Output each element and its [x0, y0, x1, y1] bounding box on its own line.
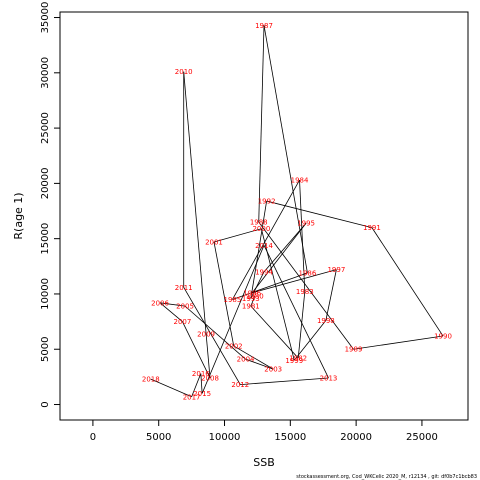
trajectory-segment: [251, 222, 307, 294]
trajectory-segment: [299, 180, 306, 292]
trajectory-segment: [297, 291, 306, 359]
trajectory-segment: [258, 221, 354, 350]
trajectory-segment: [263, 25, 308, 274]
point-label-1980: 1980: [246, 293, 264, 301]
point-label-2004: 2004: [237, 356, 255, 364]
point-label-2001: 2001: [205, 238, 223, 246]
trajectory-segment: [353, 335, 444, 350]
trajectory-segment: [182, 321, 211, 379]
trajectory-lines: [150, 25, 444, 398]
x-tick-label: 15000: [274, 432, 306, 443]
point-label-2002: 2002: [225, 342, 243, 350]
plot-frame: [59, 11, 469, 421]
y-tick-label: 20000: [40, 167, 51, 199]
point-label-2007: 2007: [173, 318, 191, 326]
point-label-2011: 2011: [175, 284, 193, 292]
point-label-2008: 2008: [201, 374, 219, 382]
trajectory-segment: [250, 305, 299, 359]
trajectory-segment: [263, 222, 307, 273]
point-label-1986: 1986: [299, 269, 317, 277]
point-label-1991: 1991: [363, 224, 381, 232]
trajectory-segment: [201, 245, 265, 394]
point-label-1998: 1998: [317, 317, 335, 325]
x-tick-label: 20000: [340, 432, 372, 443]
trajectory-segment: [232, 272, 308, 300]
y-tick-label: 5000: [40, 337, 51, 362]
trajectory-segment: [213, 228, 262, 243]
trajectory-segment: [266, 200, 373, 228]
trajectory-segment: [250, 271, 265, 299]
point-label-1982: 1982: [289, 355, 307, 363]
point-label-2013: 2013: [320, 374, 338, 382]
trajectory-segment: [240, 377, 329, 386]
y-axis-title: R(age 1): [12, 192, 25, 239]
trajectory-segment: [184, 305, 246, 360]
trajectory-segment: [213, 241, 235, 346]
y-axis: 0 5000 10000 15000 20000 25000 30000 35000: [40, 2, 60, 408]
trajectory-segment: [325, 269, 337, 321]
point-label-1987: 1987: [255, 22, 273, 30]
trajectory-segment: [200, 373, 203, 394]
point-label-2010: 2010: [175, 68, 193, 76]
trajectory-segment: [232, 179, 300, 300]
point-label-2012: 2012: [231, 381, 249, 389]
trajectory-segment: [183, 287, 241, 385]
point-label-2009: 2009: [197, 330, 215, 338]
trajectory-segment: [233, 345, 274, 370]
x-tick-label: 0: [90, 432, 96, 443]
point-label-2018: 2018: [142, 376, 160, 384]
trajectory-segment: [252, 269, 337, 294]
point-label-1997: 1997: [327, 266, 345, 274]
y-tick-label: 25000: [40, 112, 51, 144]
trajectory-segment: [371, 227, 444, 337]
x-tick-label: 10000: [209, 432, 241, 443]
point-label-2014: 2014: [255, 242, 273, 250]
point-label-2000: 2000: [252, 225, 270, 233]
point-label-1984: 1984: [291, 177, 309, 185]
point-label-1993: 1993: [242, 295, 260, 303]
trajectory-segment: [183, 71, 207, 334]
point-label-2016: 2016: [192, 370, 210, 378]
point-label-1990: 1990: [434, 332, 452, 340]
trajectory-segment: [205, 333, 211, 379]
point-label-1995: 1995: [297, 220, 315, 228]
point-label-1992: 1992: [258, 198, 276, 206]
point-label-1994: 1994: [255, 268, 273, 276]
trajectory-segment: [250, 296, 256, 307]
point-label-2006: 2006: [151, 299, 169, 307]
y-tick-label: 30000: [40, 57, 51, 89]
point-label-1983: 1983: [296, 288, 314, 296]
y-tick-label: 0: [40, 401, 51, 407]
point-label-1985: 1985: [223, 296, 241, 304]
trajectory-segment: [258, 25, 265, 223]
y-tick-label: 35000: [40, 2, 51, 34]
x-tick-label: 5000: [146, 432, 171, 443]
point-label-1996: 1996: [243, 289, 261, 297]
point-label-1999: 1999: [285, 357, 303, 365]
trajectory-segment: [250, 201, 268, 299]
trajectory-segment: [150, 378, 192, 398]
trajectory-segment: [191, 373, 202, 397]
point-label-1988: 1988: [250, 219, 268, 227]
y-tick-label: 10000: [40, 278, 51, 310]
trajectory-segment: [263, 245, 329, 379]
x-axis: 0 5000 10000 15000 20000 25000: [90, 420, 438, 443]
y-tick-label: 15000: [40, 223, 51, 255]
point-label-1989: 1989: [345, 346, 363, 354]
point-label-1981: 1981: [242, 303, 260, 311]
x-tick-label: 25000: [406, 432, 438, 443]
point-labels: 1980 1981 1982 1983 1984 1985 1986 1987 1988 1989…: [142, 22, 452, 402]
x-axis-title: SSB: [253, 456, 275, 469]
trajectory-segment: [159, 302, 186, 307]
point-label-2015: 2015: [193, 390, 211, 398]
footer-credit: stockassessment.org, Cod_WKCelic 2020_M,…: [296, 474, 477, 480]
point-label-2005: 2005: [176, 303, 194, 311]
point-label-2003: 2003: [264, 366, 282, 374]
point-label-2017: 2017: [183, 393, 201, 401]
trajectory-segment: [245, 358, 274, 370]
trajectory-segment: [159, 302, 183, 322]
